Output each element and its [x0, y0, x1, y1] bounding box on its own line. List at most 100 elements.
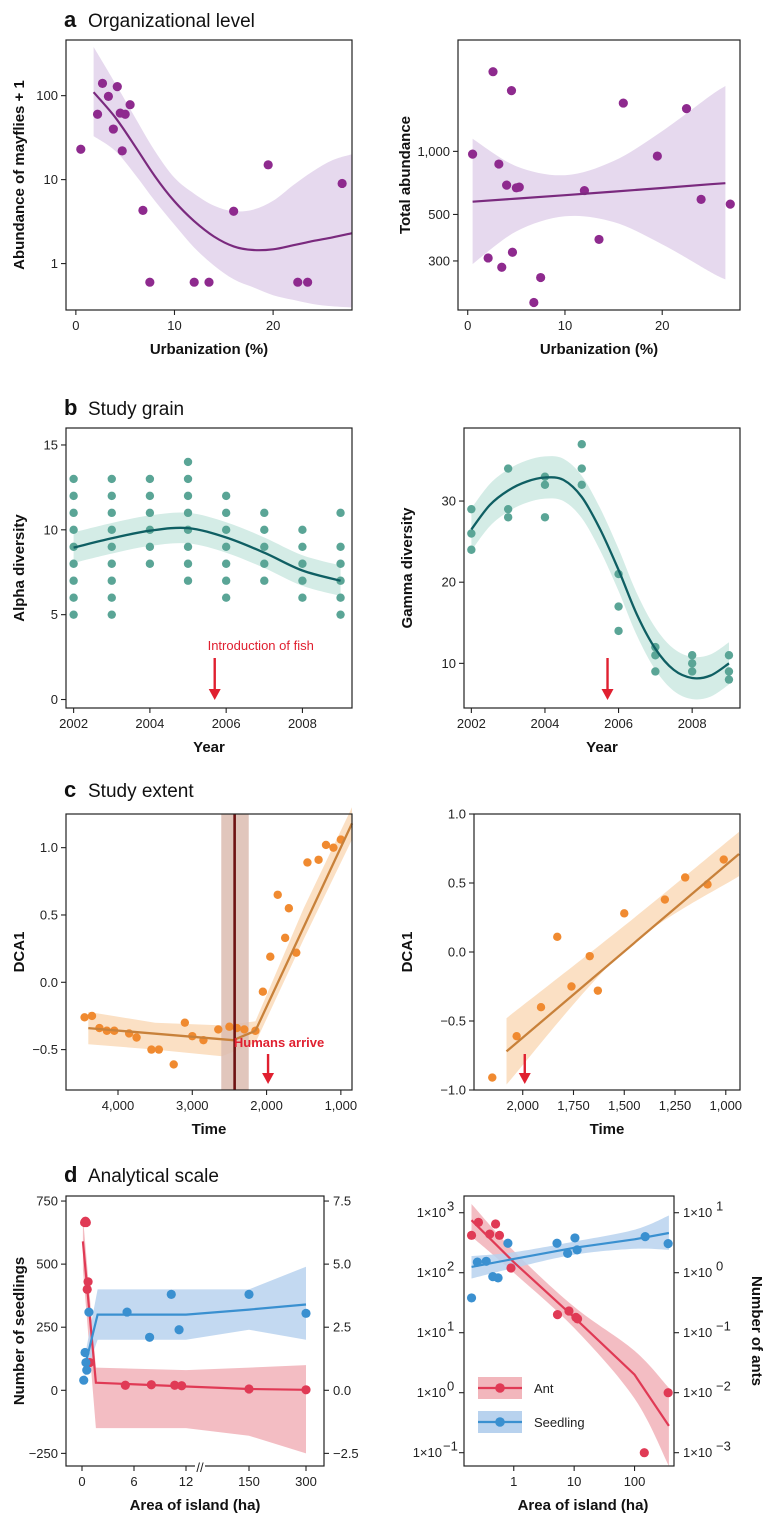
d-left-ytick-right-label: 5.0 — [333, 1257, 351, 1272]
c-right-point — [536, 1003, 546, 1012]
d-right-ant-point — [639, 1448, 649, 1458]
c-right-point — [593, 986, 603, 995]
d-left-ytick-right-label: 7.5 — [333, 1194, 351, 1209]
d-left-seedling-fit-line — [83, 1303, 307, 1368]
d-right-ytick-right-exponent: 0 — [716, 1259, 723, 1274]
d-left-axis-break: // — [196, 1460, 204, 1475]
b-left-point — [221, 559, 231, 568]
d-right-ytick-exponent: 1 — [447, 1319, 454, 1334]
d-right-ytick-exponent: −1 — [443, 1439, 458, 1454]
b-left-point — [107, 576, 116, 585]
c-right-point — [680, 873, 690, 882]
d-left-seedling-point — [166, 1289, 176, 1300]
c-right-point — [567, 982, 576, 991]
d-right-seedling-point — [481, 1256, 491, 1266]
b-left-point — [298, 576, 307, 585]
d-right-ant-point — [663, 1388, 673, 1398]
a-right-xtick-label: 10 — [558, 318, 572, 333]
c-right-point — [512, 1031, 521, 1041]
d-left-ytick-label: 500 — [36, 1257, 58, 1272]
b-left-ytick-label: 10 — [44, 522, 58, 537]
d-right-ytick-label: 1×10 — [417, 1265, 446, 1280]
b-left-point — [221, 508, 231, 518]
a-left-point — [125, 100, 135, 110]
panel-d-title: Analytical scale — [88, 1166, 219, 1187]
a-left-point — [303, 277, 313, 287]
c-right-xtick-label: 1,250 — [659, 1098, 692, 1113]
d-left-seedling-point — [301, 1308, 311, 1318]
d-left-ytick-label: 750 — [36, 1194, 58, 1209]
d-left-ant-point — [82, 1284, 92, 1294]
b-right-point — [577, 480, 586, 490]
a-right-point — [483, 253, 493, 263]
d-left-ytick-right-label: 2.5 — [333, 1320, 351, 1335]
d-right-xtick-label: 1 — [510, 1474, 517, 1489]
c-right-ci-band — [506, 831, 739, 1085]
b-left-point — [145, 542, 155, 551]
c-right-ytick-label: 0.5 — [448, 876, 466, 891]
d-left-ytick-label: 0 — [51, 1383, 58, 1398]
c-left-ylabel: DCA1 — [11, 932, 28, 973]
panel-d-letter: d — [64, 1162, 77, 1187]
d-right-ytick-right-label: 1×10 — [683, 1385, 712, 1400]
c-right-ytick-label: −1.0 — [440, 1083, 466, 1098]
c-left-fit-segment — [254, 822, 354, 1032]
b-right-point — [467, 504, 476, 514]
b-left-xtick-label: 2002 — [59, 716, 88, 731]
c-right-point — [585, 951, 594, 961]
d-right-seedling-point — [472, 1257, 482, 1267]
d-right-ytick-right-label: 1×10 — [683, 1265, 712, 1280]
d-right-ytick-label: 1×10 — [417, 1385, 446, 1400]
d-right-legend-label: Seedling — [534, 1415, 585, 1430]
b-left-point — [336, 593, 345, 602]
d-right-ant-point — [564, 1306, 574, 1316]
d-right-seedling-point — [570, 1233, 580, 1243]
b-left-ylabel: Alpha diversity — [11, 514, 28, 622]
a-right-ytick-label: 300 — [428, 253, 450, 268]
d-right-ant-point — [572, 1314, 583, 1324]
b-left-point — [260, 508, 269, 518]
b-left-point — [260, 525, 269, 535]
d-right-ant-point — [466, 1230, 477, 1240]
c-left-plot-frame — [65, 813, 353, 1091]
b-left-point — [107, 491, 116, 501]
b-left-point — [107, 474, 116, 484]
a-left-point — [103, 91, 114, 101]
b-left-point — [69, 474, 78, 484]
d-left-ant-point — [244, 1384, 254, 1394]
b-left-fit-line — [73, 526, 341, 582]
b-right-point — [651, 667, 660, 676]
c-right-xtick-label: 1,500 — [608, 1098, 641, 1113]
d-right-ant-point — [490, 1219, 501, 1229]
c-left-ytick-label: 1.0 — [40, 840, 58, 855]
c-left-xtick-label: 1,000 — [325, 1098, 358, 1113]
b-left-point — [221, 593, 231, 602]
b-right-point — [577, 440, 586, 449]
b-left-point — [107, 525, 116, 535]
a-left-xtick-label: 0 — [72, 318, 79, 333]
d-left-ant-point — [170, 1380, 180, 1390]
panel-b-letter: b — [64, 395, 77, 420]
c-right-ylabel: DCA1 — [399, 932, 416, 973]
d-left-xtick-label: 12 — [179, 1474, 193, 1489]
a-right-point — [467, 149, 478, 159]
c-left-ytick-label: 0.5 — [40, 907, 58, 922]
d-right-seedling-point — [552, 1238, 562, 1248]
a-left-point — [120, 109, 130, 119]
d-right-ytick-right-exponent: −3 — [716, 1439, 731, 1454]
b-left-point — [221, 525, 231, 535]
c-right-point — [719, 855, 728, 864]
a-left-point — [112, 82, 122, 92]
d-left-xtick-label: 300 — [295, 1474, 317, 1489]
a-right-point — [652, 151, 662, 161]
b-right-ytick-label: 20 — [442, 575, 456, 590]
d-right-ytick-right-exponent: −1 — [716, 1319, 731, 1334]
b-left-point — [298, 542, 307, 551]
b-right-point — [577, 464, 586, 473]
b-left-point — [221, 542, 231, 551]
d-left-ant-point — [81, 1217, 91, 1228]
d-right-legend-label: Ant — [534, 1381, 554, 1396]
c-left-point — [180, 1018, 190, 1027]
d-left-ant-ci-band — [82, 1216, 307, 1454]
